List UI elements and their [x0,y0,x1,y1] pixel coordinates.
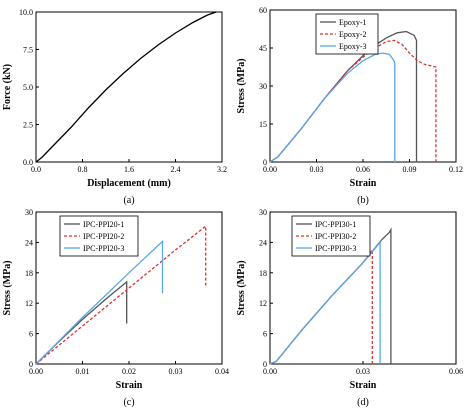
x-tick-label: 2.4 [171,165,181,174]
series-line-2 [269,39,437,163]
legend-label: Epoxy-3 [339,42,367,51]
legend-label: IPC-PPI30-1 [315,220,356,229]
x-tick-label: 0.02 [122,367,136,376]
panel-a: 0.0 0.8 1.6 2.4 3.2 0.0 2.5 5.0 7.5 10.0 Displacem… [2,8,227,206]
y-axis-label: Stress (MPa) [236,58,247,113]
series-line-2 [35,224,207,365]
series-line-1 [35,280,128,365]
x-tick-label: 0.00 [263,367,277,376]
x-tick-label: 0.03 [310,165,324,174]
series-line-1 [35,11,217,163]
y-axis-label: Force (kN) [2,64,13,110]
y-tick-label: 7.5 [23,46,33,55]
legend-label: IPC-PPI20-3 [83,244,124,253]
legend: IPC-PPI30-1 IPC-PPI30-2 IPC-PPI30-3 [291,215,371,257]
panel-b: 0.00 0.03 0.06 0.09 0.12 0 15 30 45 60 Strain Stres… [236,6,463,206]
panel-caption: (d) [357,397,369,408]
panel-d: 0.00 0.03 0.06 0 6 12 18 24 30 Strain Stress (MPa)… [236,208,463,408]
x-tick-label: 0.0 [31,165,41,174]
x-tick-label: 0.12 [449,165,463,174]
x-tick-label: 0.00 [29,367,43,376]
y-tick-label: 18 [25,269,33,278]
y-tick-label: 6 [263,330,267,339]
panel-caption: (c) [123,397,134,408]
y-tick-label: 24 [259,238,267,247]
x-tick-label: 0.03 [169,367,183,376]
x-tick-label: 0.06 [449,367,463,376]
x-tick-label: 0.03 [356,367,370,376]
x-axis-label: Strain [350,178,377,189]
y-axis-label: Stress (MPa) [2,260,13,315]
plot-frame [35,11,223,163]
y-tick-label: 0.0 [23,158,33,167]
x-tick-label: 0.04 [215,367,229,376]
y-tick-label: 60 [259,6,267,15]
x-tick-label: 0.8 [78,165,88,174]
y-tick-label: 0 [263,360,267,369]
legend-box [59,215,139,257]
y-tick-label: 0 [29,360,33,369]
x-tick-label: 0.09 [403,165,417,174]
x-tick-label: 0.01 [76,367,90,376]
y-tick-label: 24 [25,238,33,247]
series-line-2 [269,248,373,365]
y-tick-label: 0 [263,158,267,167]
legend: Epoxy-1 Epoxy-2 Epoxy-3 [315,13,379,55]
y-axis-label: Stress (MPa) [236,260,247,315]
y-tick-label: 45 [259,44,267,53]
legend-label: IPC-PPI30-3 [315,244,356,253]
x-tick-label: 0.06 [356,165,370,174]
x-tick-label: 1.6 [124,165,134,174]
panel-c: 0.00 0.01 0.02 0.03 0.04 0 6 12 18 24 30 Strain Stre… [2,208,229,408]
y-tick-label: 12 [259,299,267,308]
y-tick-label: 30 [25,208,33,217]
series-line-3 [269,52,396,163]
legend-label: IPC-PPI20-1 [83,220,124,229]
legend: IPC-PPI20-1 IPC-PPI20-2 IPC-PPI20-3 [59,215,139,257]
y-tick-label: 5.0 [23,83,33,92]
x-tick-label: 3.2 [217,165,227,174]
y-tick-label: 30 [259,208,267,217]
x-axis-label: Strain [116,380,143,391]
y-tick-label: 15 [259,120,267,129]
x-axis-label: Strain [350,380,377,391]
legend-label: Epoxy-2 [339,30,367,39]
legend-label: IPC-PPI30-2 [315,232,356,241]
legend-label: Epoxy-1 [339,18,367,27]
y-tick-label: 18 [259,269,267,278]
x-tick-label: 0.00 [263,165,277,174]
legend-label: IPC-PPI20-2 [83,232,124,241]
y-tick-label: 12 [25,299,33,308]
y-tick-label: 10.0 [19,8,33,17]
y-tick-label: 30 [259,82,267,91]
series-line-3 [269,240,381,365]
legend-box [291,215,371,257]
x-axis-label: Displacement (mm) [87,178,171,189]
y-tick-label: 6 [29,330,33,339]
panel-caption: (b) [357,195,369,206]
series-line-3 [35,239,164,365]
panel-caption: (a) [123,195,134,206]
y-tick-label: 2.5 [23,121,33,130]
